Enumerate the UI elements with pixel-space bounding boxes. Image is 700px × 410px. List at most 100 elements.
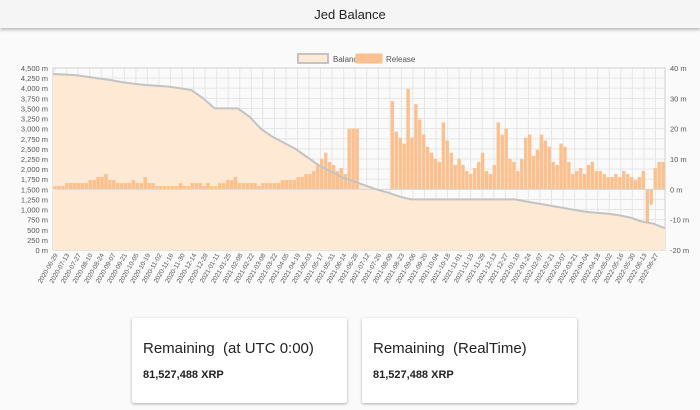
- release-bar: [453, 164, 457, 190]
- release-bar: [131, 180, 136, 190]
- release-bar: [198, 183, 202, 190]
- release-bar: [151, 183, 155, 190]
- release-bar: [178, 183, 183, 190]
- release-bar: [147, 183, 151, 190]
- release-bar: [72, 183, 77, 190]
- y-left-tick-label: 1,750 m: [21, 175, 48, 184]
- legend-release-label[interactable]: Release: [386, 55, 416, 64]
- remaining-realtime-value: 81,527,488 XRP: [373, 369, 454, 381]
- balance-area: [53, 74, 665, 250]
- release-bar: [394, 131, 398, 190]
- release-bar: [504, 128, 508, 190]
- release-bar: [622, 170, 626, 190]
- release-bar: [261, 183, 265, 190]
- release-bar: [441, 122, 446, 190]
- remaining-utc-value: 81,527,488 XRP: [143, 369, 224, 381]
- release-bar: [590, 161, 595, 190]
- release-bar: [653, 167, 657, 190]
- release-bar: [139, 183, 143, 190]
- release-bar: [76, 183, 81, 190]
- legend-release-swatch[interactable]: [355, 53, 383, 64]
- y-left-tick-label: 1,500 m: [21, 185, 48, 194]
- release-bar: [296, 177, 300, 190]
- release-bar: [531, 155, 536, 190]
- release-bar: [524, 137, 528, 190]
- release-bar: [68, 183, 73, 190]
- release-bar: [339, 167, 344, 190]
- release-bar: [245, 183, 249, 190]
- release-bar: [661, 161, 665, 190]
- y-left-tick-label: 4,500 m: [21, 64, 48, 73]
- release-bar: [265, 183, 269, 190]
- release-bar: [135, 183, 140, 190]
- release-bar: [218, 183, 222, 190]
- release-bar: [559, 143, 563, 190]
- release-bar: [626, 174, 630, 190]
- y-right-tick-label: -20 m: [670, 246, 689, 255]
- release-bar: [476, 161, 481, 190]
- release-bar: [418, 119, 422, 190]
- release-bar: [292, 180, 296, 190]
- release-bar: [508, 158, 512, 190]
- y-right-tick-label: 10 m: [670, 155, 687, 164]
- release-bar: [206, 183, 210, 190]
- release-bar: [500, 134, 504, 190]
- release-bar: [300, 177, 304, 190]
- release-bar: [272, 183, 277, 190]
- release-bar: [649, 189, 653, 205]
- legend-balance-label[interactable]: Balance: [333, 55, 362, 64]
- y-left-tick-label: 2,750 m: [21, 135, 48, 144]
- release-bar: [425, 146, 430, 190]
- chart-legend[interactable]: Balance Release: [297, 53, 416, 64]
- release-bar: [229, 180, 234, 190]
- y-left-tick-label: 4,250 m: [21, 74, 48, 83]
- release-bar: [645, 189, 650, 223]
- release-bar: [555, 164, 559, 190]
- y-left-tick-label: 2,500 m: [21, 145, 48, 154]
- y-left-tick-label: 3,000 m: [21, 125, 48, 134]
- release-bars: [53, 89, 665, 223]
- release-bar: [496, 122, 500, 190]
- release-bar: [221, 183, 226, 190]
- balance-area-path: [53, 74, 665, 250]
- release-bar: [320, 158, 324, 190]
- y-left-tick-label: 2,250 m: [21, 155, 48, 164]
- release-bar: [402, 143, 406, 190]
- release-bar: [520, 158, 524, 190]
- release-bar: [457, 158, 461, 190]
- release-bar: [637, 177, 642, 190]
- y-left-tick-label: 3,250 m: [21, 115, 48, 124]
- release-bar: [575, 170, 579, 190]
- remaining-utc-title: Remaining (at UTC 0:00): [143, 340, 314, 357]
- release-bar: [484, 170, 489, 190]
- release-bar: [241, 183, 245, 190]
- release-bar: [123, 183, 128, 190]
- release-bar: [516, 170, 520, 190]
- y-right-tick-label: 40 m: [670, 64, 687, 73]
- y-left-tick-label: 3,500 m: [21, 104, 48, 113]
- y-right-tick-label: 30 m: [670, 94, 687, 103]
- legend-balance-swatch[interactable]: [297, 53, 329, 64]
- release-bar: [276, 183, 281, 190]
- release-bar: [465, 170, 469, 190]
- release-bar: [657, 161, 661, 190]
- remaining-realtime-card: Remaining (RealTime) 81,527,488 XRP: [362, 318, 577, 403]
- release-bar: [284, 180, 289, 190]
- y-left-tick-label: 1,250 m: [21, 195, 48, 204]
- release-bar: [116, 183, 120, 190]
- balance-line: [52, 73, 666, 230]
- release-bar: [288, 180, 293, 190]
- release-bar: [112, 180, 116, 190]
- release-bar: [469, 174, 473, 190]
- release-bar: [480, 152, 485, 190]
- release-bar: [586, 164, 591, 190]
- release-bar: [269, 183, 273, 190]
- release-bar: [308, 174, 312, 190]
- release-bar: [233, 177, 238, 190]
- release-bar: [327, 161, 332, 190]
- release-bar: [449, 152, 453, 190]
- release-bar: [84, 183, 89, 190]
- release-bar: [578, 167, 583, 190]
- y-left-tick-label: 2,000 m: [21, 165, 48, 174]
